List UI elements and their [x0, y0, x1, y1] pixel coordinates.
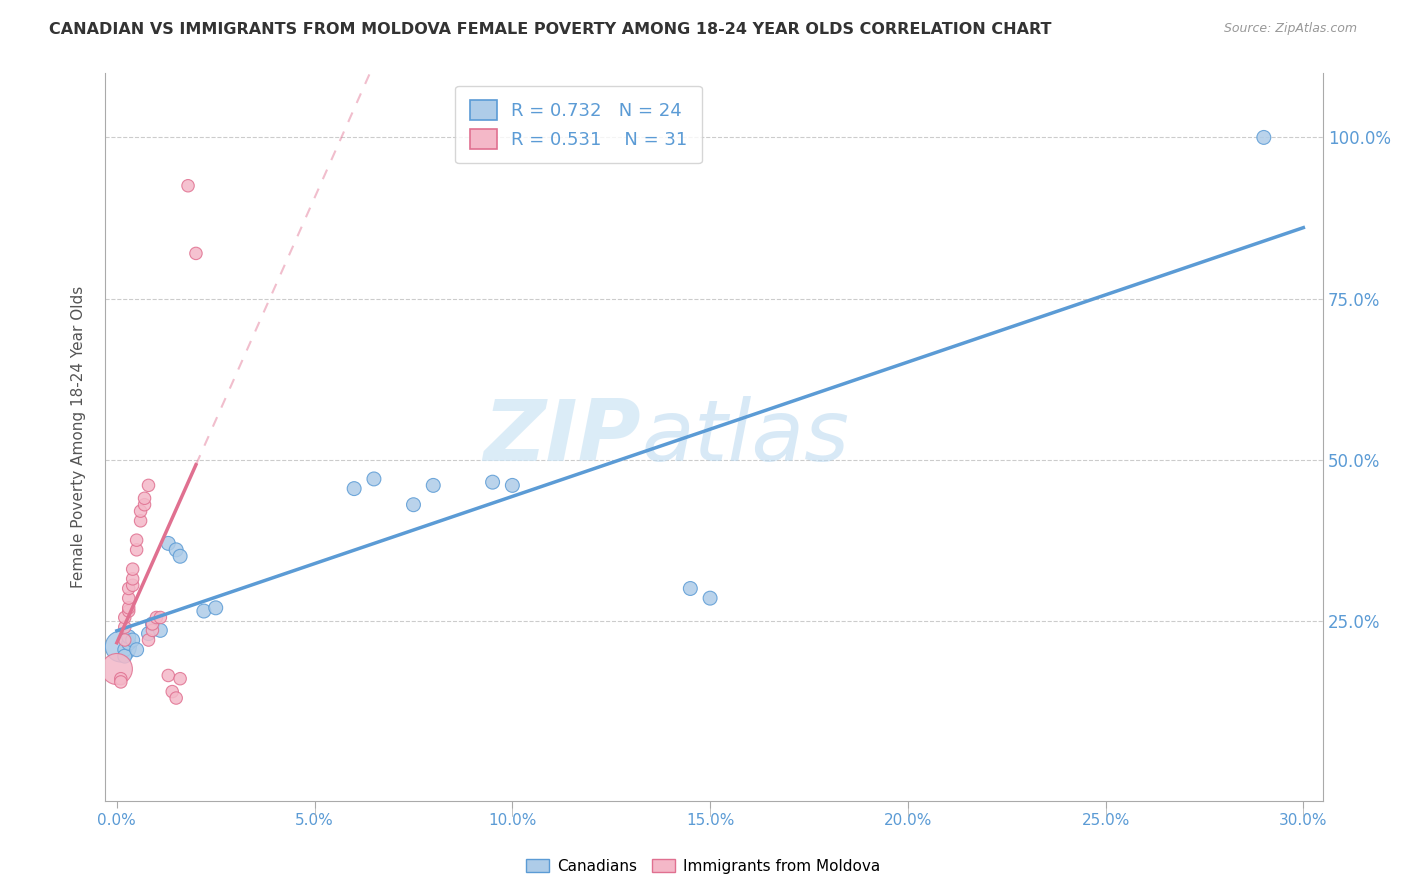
Point — [157, 536, 180, 550]
Point — [114, 620, 136, 634]
Y-axis label: Female Poverty Among 18-24 Year Olds: Female Poverty Among 18-24 Year Olds — [72, 286, 86, 588]
Point — [110, 672, 132, 686]
Point — [110, 674, 132, 689]
Point — [134, 498, 156, 512]
Point — [149, 624, 172, 638]
Point — [343, 482, 366, 496]
Point — [114, 610, 136, 624]
Point — [125, 642, 148, 657]
Text: CANADIAN VS IMMIGRANTS FROM MOLDOVA FEMALE POVERTY AMONG 18-24 YEAR OLDS CORRELA: CANADIAN VS IMMIGRANTS FROM MOLDOVA FEMA… — [49, 22, 1052, 37]
Point — [121, 572, 143, 586]
Legend: Canadians, Immigrants from Moldova: Canadians, Immigrants from Moldova — [520, 853, 886, 880]
Legend: R = 0.732   N = 24, R = 0.531    N = 31: R = 0.732 N = 24, R = 0.531 N = 31 — [456, 86, 702, 163]
Point — [118, 600, 141, 615]
Point — [125, 533, 148, 548]
Point — [501, 478, 523, 492]
Point — [193, 604, 215, 618]
Point — [114, 633, 136, 648]
Point — [138, 626, 160, 640]
Point — [679, 582, 702, 596]
Point — [110, 640, 132, 654]
Point — [402, 498, 425, 512]
Point — [169, 672, 191, 686]
Point — [138, 633, 160, 648]
Point — [121, 633, 143, 648]
Point — [363, 472, 385, 486]
Point — [105, 662, 128, 676]
Point — [177, 178, 200, 193]
Point — [145, 610, 167, 624]
Point — [481, 475, 503, 490]
Point — [118, 630, 141, 644]
Point — [141, 616, 163, 631]
Point — [699, 591, 721, 606]
Point — [114, 649, 136, 664]
Point — [121, 578, 143, 592]
Point — [125, 542, 148, 557]
Point — [160, 684, 183, 698]
Point — [114, 642, 136, 657]
Point — [165, 691, 187, 706]
Point — [141, 624, 163, 638]
Text: ZIP: ZIP — [484, 395, 641, 478]
Point — [138, 478, 160, 492]
Point — [118, 636, 141, 650]
Point — [165, 542, 187, 557]
Point — [204, 600, 226, 615]
Point — [157, 668, 180, 682]
Point — [134, 491, 156, 506]
Point — [118, 604, 141, 618]
Point — [129, 514, 152, 528]
Point — [169, 549, 191, 564]
Point — [149, 610, 172, 624]
Point — [121, 562, 143, 576]
Point — [118, 582, 141, 596]
Point — [184, 246, 207, 260]
Text: atlas: atlas — [641, 395, 849, 478]
Point — [129, 504, 152, 518]
Point — [422, 478, 444, 492]
Text: Source: ZipAtlas.com: Source: ZipAtlas.com — [1223, 22, 1357, 36]
Point — [118, 591, 141, 606]
Point — [141, 616, 163, 631]
Point — [1253, 130, 1275, 145]
